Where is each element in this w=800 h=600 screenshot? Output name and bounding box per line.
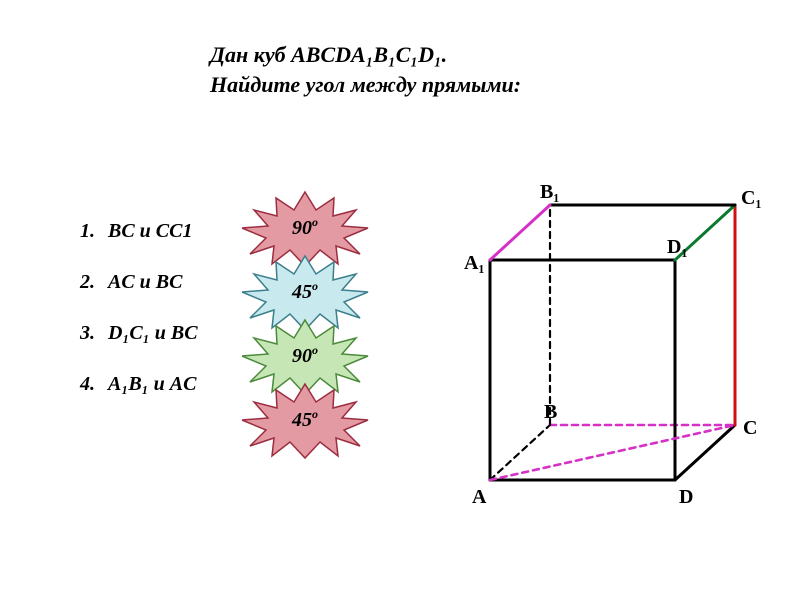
problem-text: BC и CC1: [108, 220, 192, 243]
problem-number: 4.: [80, 373, 108, 396]
vertex-label: D: [679, 486, 693, 509]
answer-burst: 45o: [250, 264, 360, 320]
cube-edge: [675, 425, 735, 480]
problem-text: A₁B₁ и AC: [108, 373, 196, 396]
answer-value: 90o: [292, 215, 318, 240]
cube-svg: [450, 180, 770, 540]
problem-item: 4. A₁B₁ и AC: [80, 373, 260, 396]
answer-burst: 90o: [250, 328, 360, 384]
vertex-label: A: [472, 486, 486, 509]
problem-number: 1.: [80, 220, 108, 243]
problem-item: 3. D₁C₁ и BC: [80, 322, 260, 345]
answer-value: 45o: [292, 407, 318, 432]
vertex-label: B: [544, 401, 557, 424]
problem-number: 2.: [80, 271, 108, 294]
cube-diagram: A D C B A₁ D₁ C₁ B₁: [450, 180, 770, 540]
vertex-label: D₁: [667, 236, 687, 259]
answer-value: 90o: [292, 343, 318, 368]
cube-edge: [490, 425, 550, 480]
problem-item: 1. BC и CC1: [80, 220, 260, 243]
problem-number: 3.: [80, 322, 108, 345]
vertex-label: A₁: [464, 252, 484, 275]
vertex-label: C₁: [741, 187, 761, 210]
title-line1: Дан куб ABCDA₁B₁C₁D₁.: [210, 40, 521, 70]
problem-item: 2. AC и BC: [80, 271, 260, 294]
problem-title: Дан куб ABCDA₁B₁C₁D₁. Найдите угол между…: [210, 40, 521, 99]
answer-burst: 90o: [250, 200, 360, 256]
problem-text: AC и BC: [108, 271, 182, 294]
vertex-label: C: [743, 417, 757, 440]
answer-bursts: 90o 45o 90o 45o: [250, 200, 370, 456]
cube-edge: [490, 205, 550, 260]
answer-value: 45o: [292, 279, 318, 304]
cube-edge: [490, 425, 735, 480]
answer-burst: 45o: [250, 392, 360, 448]
title-line2: Найдите угол между прямыми:: [210, 70, 521, 100]
problem-list: 1. BC и CC1 2. AC и BC 3. D₁C₁ и BC 4. A…: [80, 220, 260, 424]
vertex-label: B₁: [540, 181, 559, 204]
problem-text: D₁C₁ и BC: [108, 322, 198, 345]
